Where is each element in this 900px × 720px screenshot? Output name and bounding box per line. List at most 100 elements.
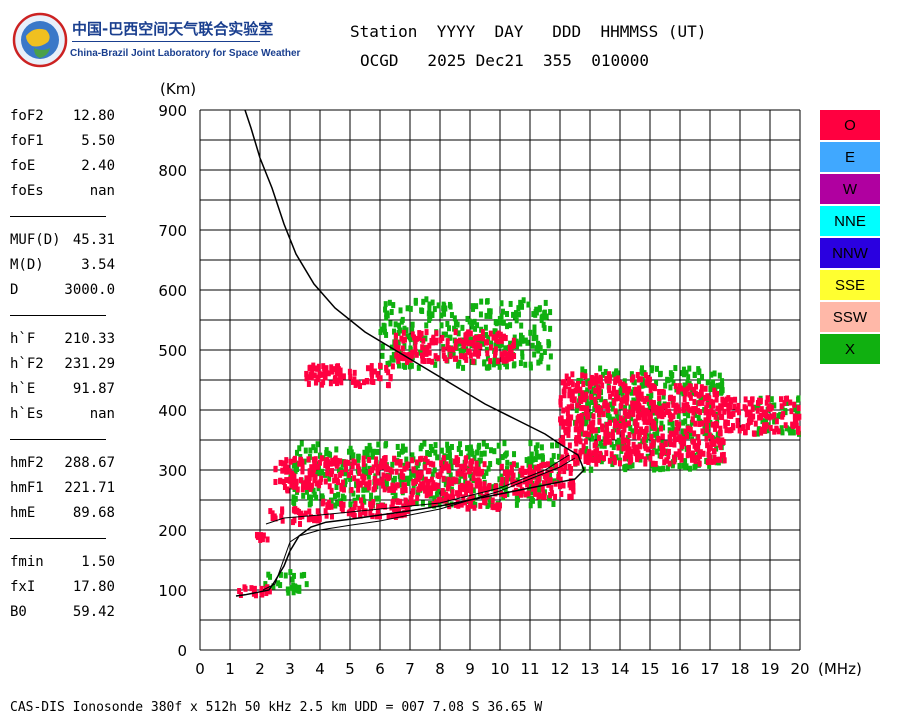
echo-point xyxy=(701,450,706,457)
echo-point xyxy=(581,443,586,450)
echo-point xyxy=(685,402,690,409)
echo-point xyxy=(381,472,386,479)
echo-point xyxy=(570,403,575,410)
echo-point xyxy=(560,460,565,467)
echo-point xyxy=(404,327,409,334)
echo-point xyxy=(451,476,456,483)
echo-point xyxy=(580,366,585,373)
echo-point xyxy=(454,355,459,362)
echo-point xyxy=(339,505,344,512)
echo-point xyxy=(259,585,264,592)
parameter-name: h`F xyxy=(10,331,36,347)
echo-point xyxy=(625,388,630,395)
echo-point xyxy=(667,408,672,415)
echo-point xyxy=(645,374,650,381)
echo-point xyxy=(584,406,589,413)
echo-point xyxy=(385,310,390,317)
echo-point xyxy=(315,441,320,448)
echo-point xyxy=(313,456,318,463)
y-tick-label: 200 xyxy=(158,522,187,540)
echo-point xyxy=(408,475,413,482)
parameter-separator xyxy=(10,216,106,217)
echo-point xyxy=(393,342,398,349)
echo-point xyxy=(422,440,427,447)
echo-point xyxy=(697,453,702,460)
echo-point xyxy=(642,418,647,425)
echo-point xyxy=(566,431,571,438)
echo-point xyxy=(332,477,337,484)
echo-point xyxy=(464,356,469,363)
echo-point xyxy=(458,441,463,448)
echo-point xyxy=(493,490,498,497)
echo-point xyxy=(358,512,363,519)
echo-point xyxy=(460,324,465,331)
echo-point xyxy=(394,459,399,466)
echo-point xyxy=(538,493,543,500)
echo-point xyxy=(504,310,509,317)
echo-point xyxy=(338,458,343,465)
echo-point xyxy=(504,363,509,370)
echo-point xyxy=(334,462,339,469)
echo-point xyxy=(449,463,454,470)
echo-point xyxy=(341,501,346,508)
echo-point xyxy=(536,453,541,460)
echo-point xyxy=(242,584,247,591)
echo-point xyxy=(761,411,766,418)
echo-point xyxy=(627,458,632,465)
echo-point xyxy=(456,445,461,452)
echo-point xyxy=(430,339,435,346)
echo-point xyxy=(299,440,304,447)
echo-point xyxy=(497,502,502,509)
echo-point xyxy=(369,368,374,375)
echo-point xyxy=(451,346,456,353)
echo-point xyxy=(270,515,275,522)
parameter-value: 5.50 xyxy=(81,133,115,149)
echo-point xyxy=(720,381,725,388)
echo-point xyxy=(612,455,617,462)
echo-point xyxy=(654,365,659,372)
echo-point xyxy=(628,404,633,411)
echo-point xyxy=(715,391,720,398)
echo-point xyxy=(356,453,361,460)
echo-point xyxy=(455,461,460,468)
echo-point xyxy=(529,496,534,503)
echo-point xyxy=(388,486,393,493)
echo-point xyxy=(437,501,442,508)
echo-point xyxy=(687,391,692,398)
echo-point xyxy=(353,500,358,507)
parameter-name: foE xyxy=(10,158,36,174)
echo-point xyxy=(591,419,596,426)
legend-item-o: O xyxy=(820,110,880,140)
echo-point xyxy=(609,451,614,458)
echo-point xyxy=(692,442,697,449)
echo-point xyxy=(514,317,519,324)
echo-point xyxy=(410,452,415,459)
echo-point xyxy=(300,459,305,466)
echo-point xyxy=(697,391,702,398)
echo-point xyxy=(423,455,428,462)
echo-point xyxy=(484,331,489,338)
echo-point xyxy=(378,363,383,370)
echo-point xyxy=(548,477,553,484)
echo-point xyxy=(566,380,571,387)
echo-point xyxy=(395,443,400,450)
echo-point xyxy=(684,463,689,470)
echo-point xyxy=(577,428,582,435)
echo-point xyxy=(427,342,432,349)
echo-point xyxy=(712,422,717,429)
echo-point xyxy=(378,375,383,382)
x-tick-label: 17 xyxy=(700,660,719,678)
echo-point xyxy=(635,391,640,398)
echo-point xyxy=(776,428,781,435)
echo-point xyxy=(443,464,448,471)
echo-point xyxy=(598,440,603,447)
echo-point xyxy=(399,481,404,488)
echo-point xyxy=(600,382,605,389)
echo-point xyxy=(742,404,747,411)
echo-point xyxy=(485,502,490,509)
profile-line xyxy=(235,109,585,597)
echo-point xyxy=(505,323,510,330)
echo-point xyxy=(441,346,446,353)
echo-point xyxy=(565,409,570,416)
echo-point xyxy=(402,355,407,362)
